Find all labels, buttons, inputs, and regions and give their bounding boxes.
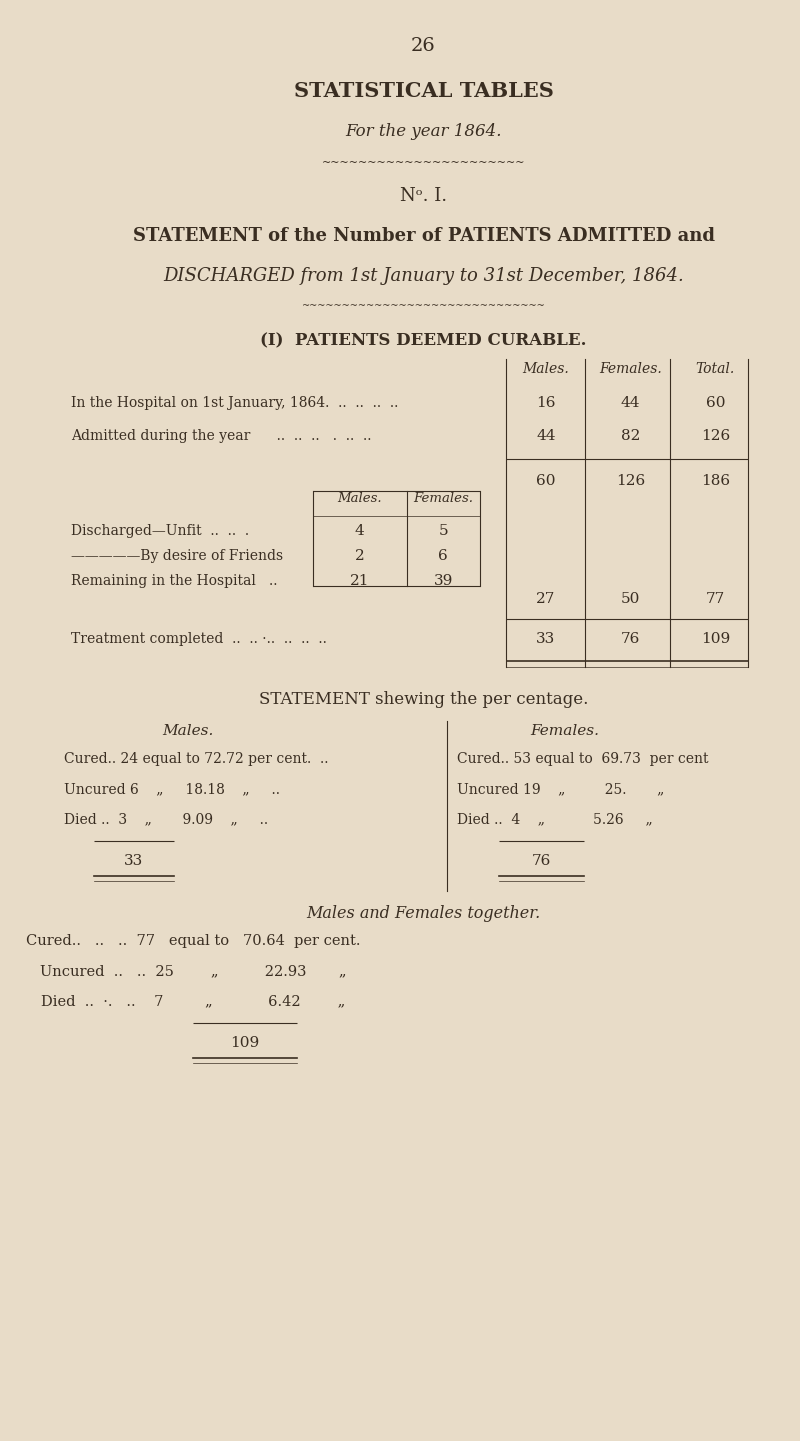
Text: Uncured 19    „         25.       „: Uncured 19 „ 25. „ [457, 782, 664, 795]
Text: Remaining in the Hospital   ..: Remaining in the Hospital .. [70, 574, 277, 588]
Text: Discharged—Unfit  ..  ..  .: Discharged—Unfit .. .. . [70, 525, 249, 537]
Text: (I)  PATIENTS DEEMED CURABLE.: (I) PATIENTS DEEMED CURABLE. [260, 333, 587, 350]
Text: 6: 6 [438, 549, 448, 563]
Text: Nᵒ. I.: Nᵒ. I. [400, 187, 447, 205]
Text: Males.: Males. [522, 362, 570, 376]
Text: 44: 44 [536, 429, 556, 442]
Text: ~~~~~~~~~~~~~~~~~~~~~~~~~~~~~~: ~~~~~~~~~~~~~~~~~~~~~~~~~~~~~~ [302, 301, 546, 310]
Text: Males and Females together.: Males and Females together. [306, 905, 541, 921]
Text: Cured..   ..   ..  77   equal to   70.64  per cent.: Cured.. .. .. 77 equal to 70.64 per cent… [26, 934, 360, 948]
Text: 109: 109 [230, 1036, 259, 1050]
Text: 126: 126 [616, 474, 646, 488]
Text: 4: 4 [354, 525, 365, 537]
Text: Females.: Females. [414, 493, 474, 506]
Text: 186: 186 [701, 474, 730, 488]
Text: 33: 33 [536, 633, 555, 646]
Text: Uncured  ..   ..  25        „          22.93       „: Uncured .. .. 25 „ 22.93 „ [40, 964, 346, 978]
Text: 109: 109 [701, 633, 730, 646]
Text: Uncured 6    „     18.18    „     ..: Uncured 6 „ 18.18 „ .. [64, 782, 280, 795]
Text: Cured.. 53 equal to  69.73  per cent: Cured.. 53 equal to 69.73 per cent [457, 752, 708, 767]
Text: 33: 33 [124, 855, 143, 867]
Text: Females.: Females. [530, 723, 599, 738]
Text: Admitted during the year      ..  ..  ..   .  ..  ..: Admitted during the year .. .. .. . .. .… [70, 429, 371, 442]
Text: STATISTICAL TABLES: STATISTICAL TABLES [294, 81, 554, 101]
Text: 77: 77 [706, 592, 725, 607]
Text: Died ..  3    „       9.09    „     ..: Died .. 3 „ 9.09 „ .. [64, 811, 268, 826]
Text: ~~~~~~~~~~~~~~~~~~~~~~: ~~~~~~~~~~~~~~~~~~~~~~ [322, 159, 526, 169]
Text: 39: 39 [434, 574, 453, 588]
Text: 60: 60 [536, 474, 556, 488]
Text: Females.: Females. [599, 362, 662, 376]
Text: STATEMENT shewing the per centage.: STATEMENT shewing the per centage. [259, 690, 588, 708]
Text: 76: 76 [621, 633, 640, 646]
Text: Died ..  4    „           5.26     „: Died .. 4 „ 5.26 „ [457, 811, 652, 826]
Text: 44: 44 [621, 396, 640, 411]
Text: Males.: Males. [338, 493, 382, 506]
Text: 50: 50 [621, 592, 640, 607]
Text: STATEMENT of the Number of PATIENTS ADMITTED and: STATEMENT of the Number of PATIENTS ADMI… [133, 228, 714, 245]
Text: DISCHARGED from 1st January to 31st December, 1864.: DISCHARGED from 1st January to 31st Dece… [163, 267, 684, 285]
Text: Died  ..  ·.   ..    7         „            6.42        „: Died .. ·. .. 7 „ 6.42 „ [41, 994, 345, 1009]
Text: 60: 60 [706, 396, 725, 411]
Text: 76: 76 [531, 855, 551, 867]
Text: —————By desire of Friends: —————By desire of Friends [70, 549, 282, 563]
Text: Cured.. 24 equal to 72.72 per cent.  ..: Cured.. 24 equal to 72.72 per cent. .. [64, 752, 329, 767]
Text: In the Hospital on 1st January, 1864.  ..  ..  ..  ..: In the Hospital on 1st January, 1864. ..… [70, 396, 398, 411]
Text: 126: 126 [701, 429, 730, 442]
Text: For the year 1864.: For the year 1864. [346, 122, 502, 140]
Text: 5: 5 [438, 525, 448, 537]
Text: 21: 21 [350, 574, 370, 588]
Text: 82: 82 [621, 429, 640, 442]
Text: 27: 27 [536, 592, 555, 607]
Text: Total.: Total. [696, 362, 735, 376]
Text: Males.: Males. [162, 723, 214, 738]
Text: 2: 2 [354, 549, 365, 563]
Text: Treatment completed  ..  .. ·..  ..  ..  ..: Treatment completed .. .. ·.. .. .. .. [70, 633, 326, 646]
Text: 26: 26 [411, 37, 436, 55]
Text: 16: 16 [536, 396, 556, 411]
